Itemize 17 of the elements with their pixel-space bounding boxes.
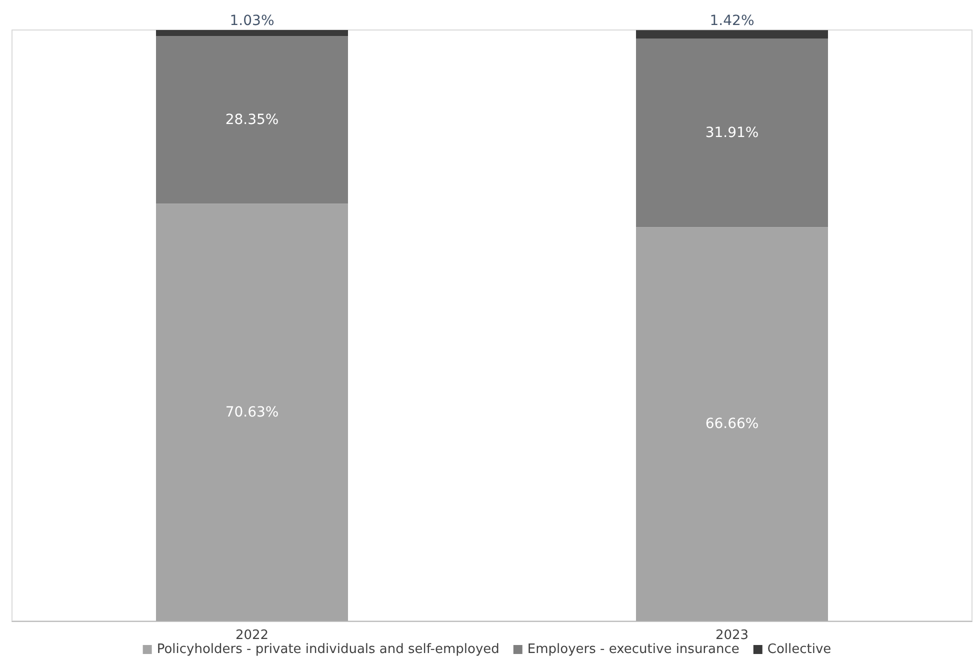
data-label: 31.91% <box>705 124 759 141</box>
legend-label: Employers - executive insurance <box>527 642 740 657</box>
x-tick-label: 2022 <box>235 628 269 643</box>
legend-label: Collective <box>767 642 832 657</box>
data-label: 1.42% <box>710 13 754 30</box>
data-label: 66.66% <box>705 416 759 432</box>
bar <box>636 227 828 621</box>
bar <box>636 30 828 39</box>
data-label: 28.35% <box>225 112 279 128</box>
legend-label: Policyholders - private individuals and self-employed <box>156 642 500 657</box>
bar <box>156 204 348 621</box>
bar <box>156 30 348 36</box>
data-label: 1.03% <box>230 13 274 29</box>
data-label: 70.63% <box>225 404 279 420</box>
x-tick-label: 2023 <box>715 628 749 643</box>
bar <box>636 38 828 228</box>
bar <box>156 36 348 204</box>
